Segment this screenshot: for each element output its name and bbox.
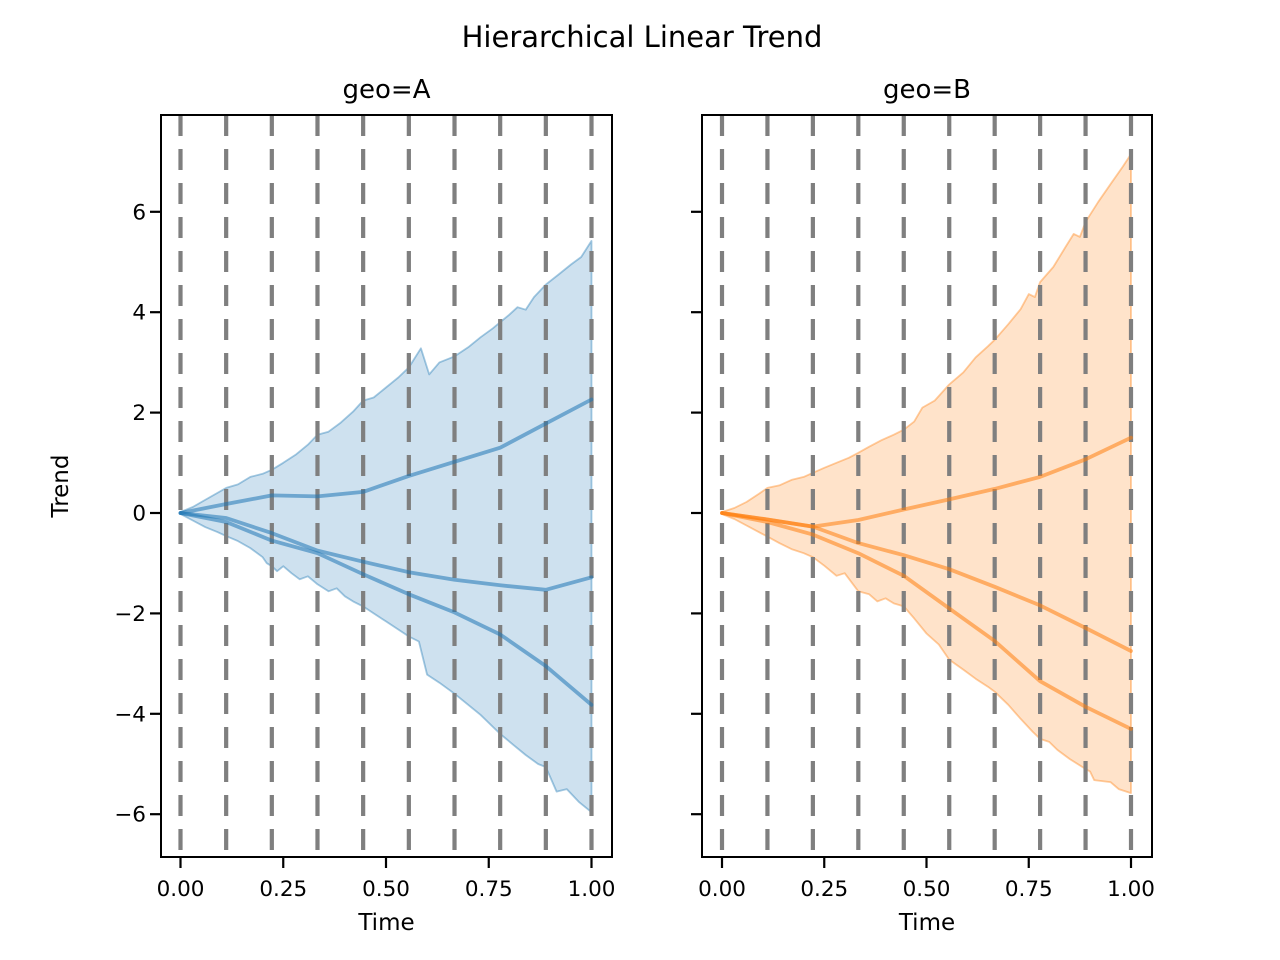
panel-geo=B: 0.00 0.25 0.50 0.75 1.00 geo=B Time [691, 75, 1155, 936]
y-tick-label: −6 [114, 803, 146, 828]
x-tick-label: 0.75 [1005, 877, 1053, 902]
x-tick-label: 0.50 [362, 877, 410, 902]
y-tick-label: 4 [132, 301, 146, 326]
panel-title: geo=A [343, 75, 431, 105]
uncertainty-band [179, 240, 593, 814]
trend-sample-line [178, 397, 594, 515]
x-tick-label: 0.75 [465, 877, 513, 902]
trend-sample-line [720, 511, 1133, 731]
y-tick-label: −4 [114, 702, 146, 727]
x-tick-label: 0.00 [698, 877, 746, 902]
x-tick-label: 1.00 [1107, 877, 1155, 902]
x-tick-label: 0.00 [157, 877, 205, 902]
y-tick-label: −2 [114, 602, 146, 627]
trend-sample-line [720, 511, 1133, 653]
panel-title: geo=B [883, 75, 971, 105]
x-tick-label: 0.25 [800, 877, 848, 902]
trend-sample-line [178, 511, 594, 707]
y-tick-label: 0 [132, 502, 146, 527]
figure-title: Hierarchical Linear Trend [462, 20, 823, 54]
panel-geo=A: 0.00 0.25 0.50 0.75 1.00 6 4 2 0 −2 −4 −6 geo=A Time [114, 75, 615, 936]
x-tick-label: 1.00 [568, 877, 616, 902]
x-axis-label: Time [898, 910, 955, 936]
y-axis-label: Trend [48, 455, 74, 519]
y-tick-label: 6 [132, 200, 146, 225]
x-tick-label: 0.50 [903, 877, 951, 902]
x-axis-label: Time [357, 910, 414, 936]
x-tick-label: 0.25 [259, 877, 307, 902]
y-tick-label: 2 [132, 401, 146, 426]
trend-sample-line [178, 511, 594, 592]
